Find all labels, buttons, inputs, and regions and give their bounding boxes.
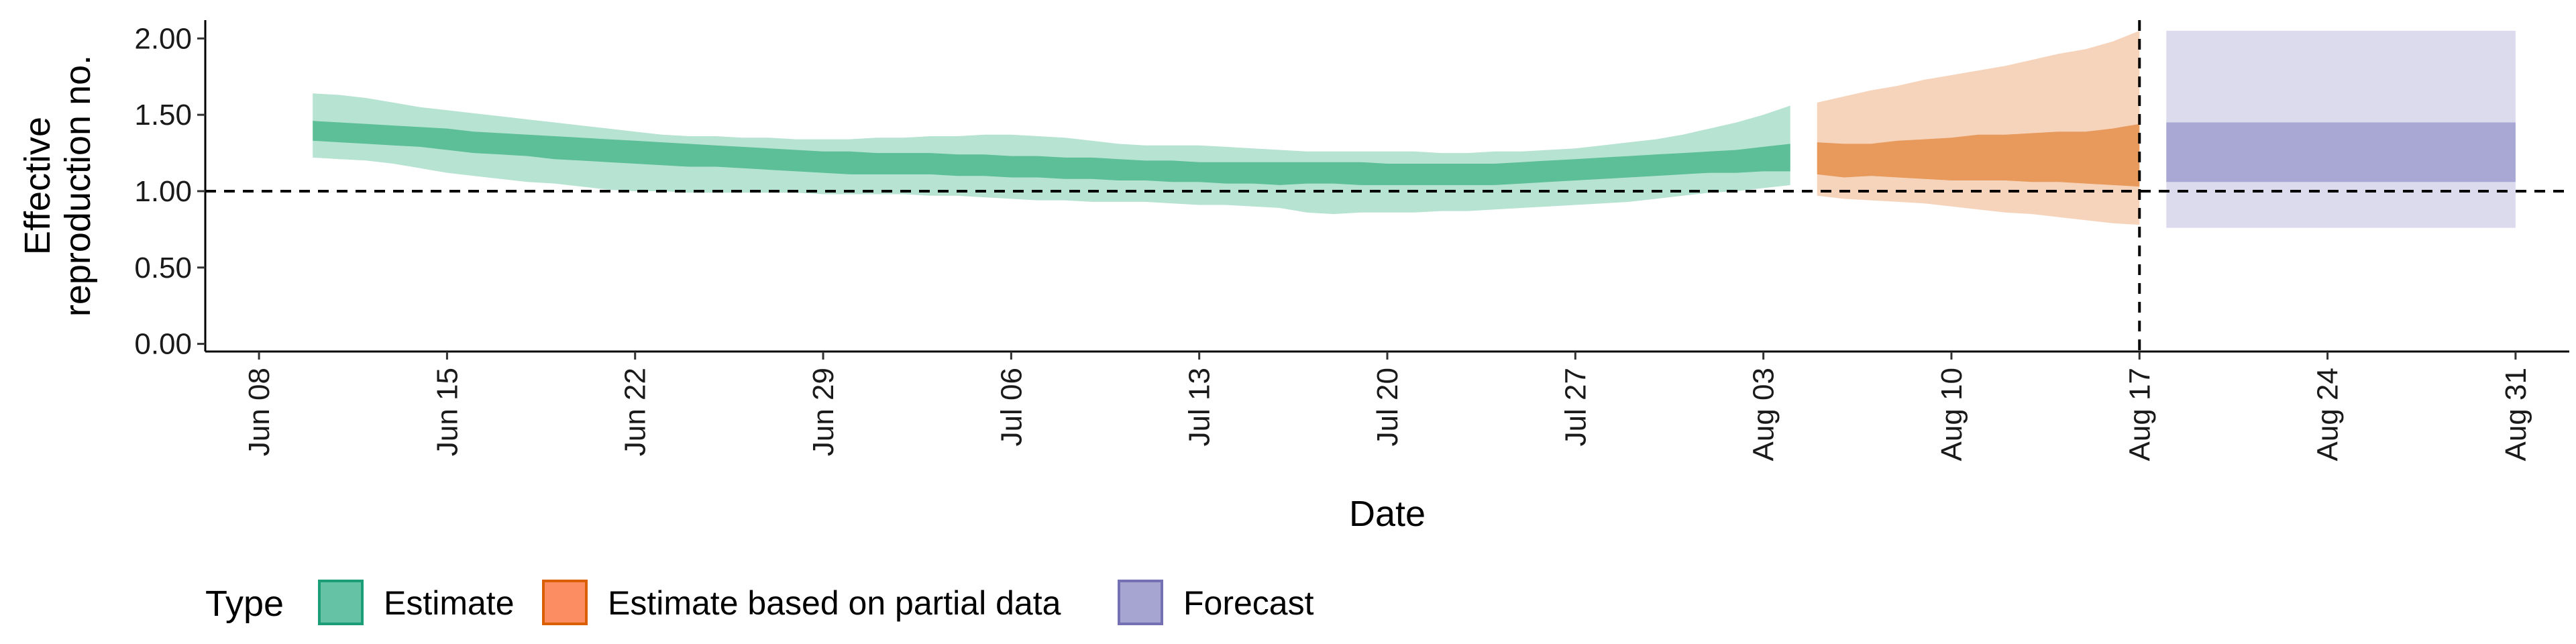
y-tick-label: 2.00 — [134, 22, 192, 55]
x-tick-label: Jun 22 — [619, 368, 652, 456]
axes: 0.00 0.50 1.00 1.50 2.00 Jun 08 Jun 15 Jun 22 Ju… — [134, 20, 2569, 461]
bands-layer — [313, 30, 2516, 228]
x-tick-label: Jun 15 — [431, 368, 464, 456]
estimate-based-on-partial-data-50-interval-band — [1817, 123, 2140, 187]
x-tick-label: Jun 08 — [243, 368, 276, 456]
x-tick-label: Jul 06 — [995, 368, 1028, 446]
estimate-based-on-partial-data-90-interval-band — [1817, 30, 2140, 225]
legend-key-estimate-based-on-partial-data — [542, 580, 588, 625]
legend-label-forecast: Forecast — [1183, 584, 1314, 622]
axis-labels: Date Effectivereproduction no. — [17, 55, 1426, 534]
legend-label-estimate-based-on-partial-data: Estimate based on partial data — [608, 584, 1061, 622]
legend-title: Type — [205, 584, 284, 624]
x-tick-label: Jul 27 — [1559, 368, 1592, 446]
y-axis-title-line: Effective — [17, 117, 58, 255]
x-tick-label: Jul 20 — [1371, 368, 1404, 446]
y-axis-title-line: reproduction no. — [58, 55, 98, 317]
x-axis-title: Date — [1349, 494, 1426, 534]
x-tick-label: Jul 13 — [1183, 368, 1216, 446]
y-tick-label: 1.00 — [134, 175, 192, 208]
legend-key-forecast — [1118, 580, 1163, 625]
x-tick-label: Jun 29 — [807, 368, 840, 456]
legend-key-estimate — [318, 580, 364, 625]
x-tick-label: Aug 31 — [2500, 368, 2532, 461]
y-tick-label: 1.50 — [134, 99, 192, 131]
estimate-50-interval-band — [313, 121, 1790, 185]
x-tick-label: Aug 03 — [1748, 368, 1780, 461]
x-tick-label: Aug 17 — [2123, 368, 2156, 461]
x-tick-label: Aug 10 — [1935, 368, 1968, 461]
y-tick-label: 0.00 — [134, 328, 192, 361]
legend: Type Estimate Estimate based on partial d… — [205, 580, 1314, 625]
forecast-50-interval-band — [2166, 122, 2516, 182]
y-tick-label: 0.50 — [134, 252, 192, 284]
y-axis-title: Effectivereproduction no. — [17, 55, 98, 317]
legend-label-estimate: Estimate — [384, 584, 515, 622]
x-tick-label: Aug 24 — [2312, 368, 2345, 461]
